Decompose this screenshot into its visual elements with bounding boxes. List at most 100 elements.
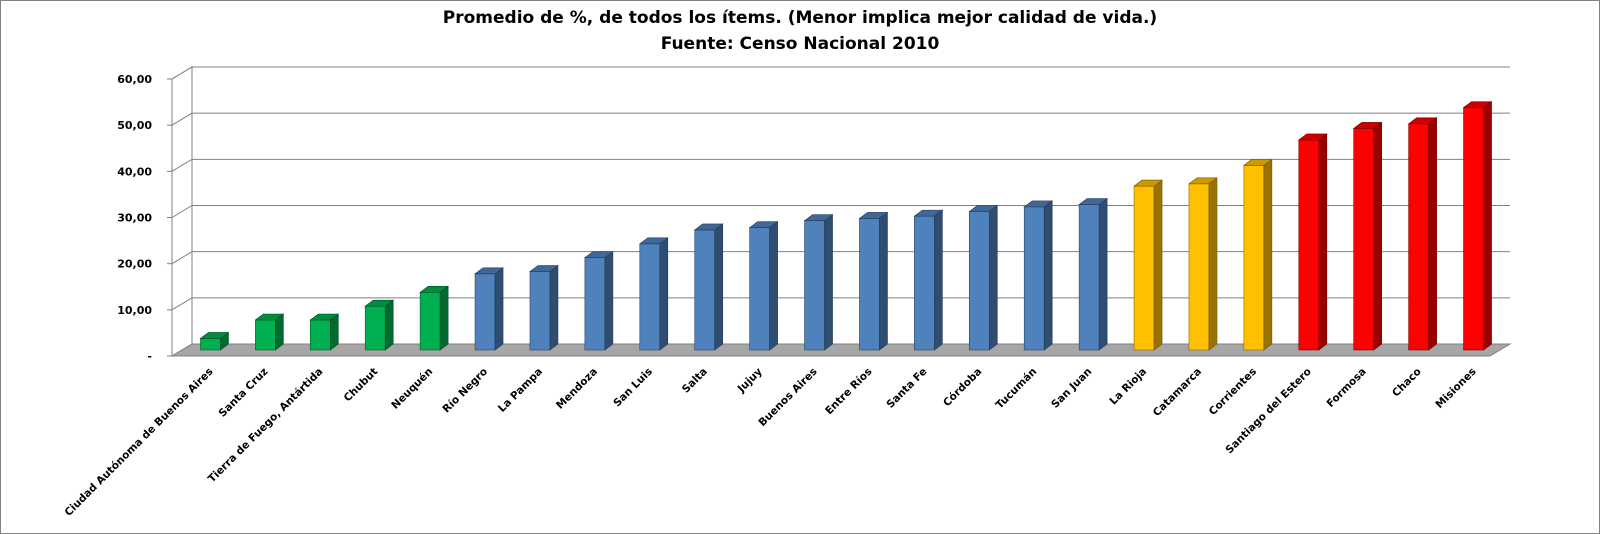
bar: [1352, 121, 1383, 351]
bar-top: [1352, 122, 1383, 129]
bar: [529, 264, 559, 351]
y-axis-ticks: - 10,00 20,00 30,00 40,00 50,00 60,00: [117, 73, 173, 363]
bar-side: [824, 214, 833, 351]
bar-front: [914, 215, 935, 351]
bar-top: [474, 267, 504, 275]
bar-side: [988, 204, 998, 351]
bar: [254, 313, 285, 351]
y-tick-label: 20,00: [117, 258, 152, 271]
bar-top: [858, 212, 889, 219]
bar-front: [968, 211, 990, 351]
bar-side: [384, 299, 394, 351]
bar-side: [769, 221, 778, 351]
bar-front: [364, 305, 386, 351]
gridline: [171, 158, 1510, 172]
bar-top: [968, 205, 999, 212]
bar-top: [693, 223, 724, 231]
bar-top: [364, 299, 395, 307]
bar-top: [1242, 159, 1273, 166]
gridline: [171, 251, 1510, 265]
bar-side: [1208, 177, 1218, 351]
bar-top: [638, 237, 669, 245]
bar-front: [859, 218, 880, 351]
bar: [583, 251, 614, 351]
bar-side: [1318, 133, 1328, 351]
bar-front: [309, 319, 331, 351]
bar-front: [1133, 185, 1155, 351]
bar-top: [419, 285, 450, 293]
gridline: [171, 297, 1510, 311]
bar-front: [474, 273, 496, 351]
bar-front: [200, 338, 221, 351]
gridline: [171, 205, 1510, 218]
gridlines: [171, 66, 1510, 311]
bar-front: [1188, 183, 1210, 351]
y-tick-label: -: [147, 350, 152, 363]
x-tick-label: Catamarca: [1151, 366, 1204, 419]
gridline: [171, 112, 1510, 126]
bar: [419, 285, 450, 351]
bar-front: [255, 319, 276, 351]
bar-top: [199, 332, 230, 339]
bar-top: [309, 313, 340, 321]
x-tick-label: San Luis: [611, 366, 655, 410]
bar-top: [583, 251, 614, 258]
bar: [199, 331, 230, 351]
bar-top: [1133, 179, 1163, 187]
bar: [1188, 177, 1218, 351]
bar: [638, 237, 669, 351]
x-tick-label: Neuquén: [389, 366, 435, 412]
bar: [913, 209, 944, 351]
bar: [748, 221, 779, 351]
bar-side: [1263, 158, 1273, 351]
bar-front: [639, 243, 661, 351]
x-tick-label: La Rioja: [1107, 366, 1149, 408]
bar-top: [1078, 198, 1109, 205]
bar-top: [1297, 133, 1328, 141]
x-tick-label: Chaco: [1390, 366, 1424, 400]
bar-side: [549, 264, 559, 351]
bar-front: [1078, 204, 1100, 351]
y-tick-label: 60,00: [117, 73, 152, 86]
bar-front: [584, 257, 606, 351]
x-tick-label: Tierra de Fuego, Antártida: [206, 366, 326, 486]
x-axis-labels: Ciudad Autónoma de Buenos Aires Santa Cru…: [62, 366, 1478, 519]
x-tick-label: Santa Cruz: [217, 366, 271, 420]
bar-side: [1428, 117, 1437, 351]
bar-top: [1407, 117, 1438, 125]
x-tick-label: Mendoza: [554, 366, 600, 412]
bar-side: [714, 223, 724, 351]
x-tick-label: Ciudad Autónoma de Buenos Aires: [62, 366, 215, 519]
bar-front: [1408, 123, 1429, 351]
chart-subtitle: Fuente: Censo Nacional 2010: [660, 34, 940, 54]
chart-walls: [170, 66, 1512, 357]
bar-side: [1483, 101, 1492, 351]
x-tick-label: San Juan: [1049, 366, 1094, 411]
bar-front: [1463, 107, 1484, 351]
bar-top: [529, 265, 559, 272]
bar-side: [1153, 179, 1163, 351]
y-tick-label: 10,00: [117, 304, 152, 317]
x-tick-label: Entre Ríos: [823, 366, 874, 417]
chart-title: Promedio de %, de todos los ítems. (Meno…: [442, 8, 1158, 28]
x-tick-label: Tucumán: [994, 366, 1040, 412]
bar-top: [913, 209, 944, 217]
bar-side: [879, 211, 888, 351]
bar: [1462, 101, 1493, 351]
bar-side: [604, 251, 614, 351]
x-tick-label: Buenos Aires: [756, 366, 819, 429]
bar-side: [1098, 197, 1108, 351]
bar-front: [804, 220, 825, 351]
bar-front: [529, 271, 551, 351]
x-tick-label: Córdoba: [941, 366, 984, 409]
x-tick-label: Río Negro: [440, 366, 490, 416]
x-tick-label: La Pampa: [496, 366, 545, 415]
bar-front: [1298, 139, 1320, 351]
gridline: [171, 66, 1510, 80]
bar-side: [1043, 200, 1053, 351]
bar-front: [694, 229, 716, 351]
bars: [199, 101, 1493, 351]
bar-side: [659, 237, 669, 351]
